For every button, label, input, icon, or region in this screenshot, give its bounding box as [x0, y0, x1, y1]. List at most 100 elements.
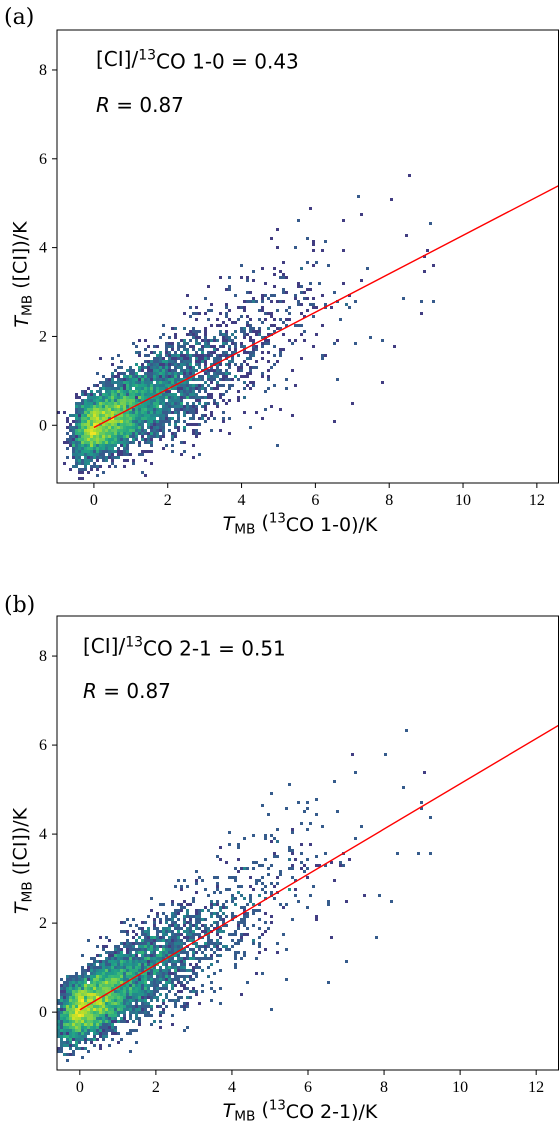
- x-tick-label: 8: [380, 1079, 388, 1096]
- density-bin: [243, 909, 246, 912]
- density-bin: [75, 420, 78, 423]
- density-bin: [216, 348, 219, 351]
- density-bin: [198, 876, 201, 879]
- density-bin: [153, 924, 156, 927]
- density-bin: [63, 1044, 66, 1047]
- density-bin: [135, 987, 138, 990]
- density-bin: [174, 432, 177, 435]
- x-axis-label: TMB (13CO 2-1)/K: [223, 1099, 378, 1125]
- density-bin: [177, 966, 180, 969]
- density-bin: [120, 1005, 123, 1008]
- density-bin: [243, 351, 246, 354]
- density-bin: [87, 429, 90, 432]
- density-bin: [195, 357, 198, 360]
- density-bin: [114, 993, 117, 996]
- density-bin: [60, 1026, 63, 1029]
- density-bin: [51, 1005, 54, 1008]
- density-bin: [129, 972, 132, 975]
- density-bin: [84, 1002, 87, 1005]
- density-bin: [306, 309, 309, 312]
- density-bin: [261, 351, 264, 354]
- density-bin: [108, 453, 111, 456]
- density-bin: [75, 984, 78, 987]
- density-bin: [234, 966, 237, 969]
- density-bin: [129, 393, 132, 396]
- density-bin: [138, 384, 141, 387]
- density-bin: [171, 987, 174, 990]
- density-bin: [201, 957, 204, 960]
- density-bin: [174, 381, 177, 384]
- density-bin: [102, 453, 105, 456]
- density-bin: [159, 945, 162, 948]
- density-bin: [171, 948, 174, 951]
- density-bin: [111, 411, 114, 414]
- density-bin: [126, 384, 129, 387]
- density-bin: [177, 426, 180, 429]
- density-bin: [249, 387, 252, 390]
- density-bin: [126, 1008, 129, 1011]
- density-bin: [153, 426, 156, 429]
- density-bin: [138, 423, 141, 426]
- density-bin: [144, 1014, 147, 1017]
- density-bin: [171, 369, 174, 372]
- density-bin: [132, 372, 135, 375]
- density-bin: [168, 420, 171, 423]
- density-bin: [195, 432, 198, 435]
- density-bin: [189, 384, 192, 387]
- density-bin: [150, 450, 153, 453]
- density-bin: [168, 366, 171, 369]
- density-bin: [243, 327, 246, 330]
- density-bin: [51, 1047, 54, 1050]
- density-bin: [201, 405, 204, 408]
- density-bin: [138, 381, 141, 384]
- density-bin: [150, 942, 153, 945]
- density-bin: [153, 942, 156, 945]
- density-bin: [75, 1020, 78, 1023]
- density-bin: [180, 378, 183, 381]
- density-bin: [75, 1005, 78, 1008]
- density-bin: [117, 957, 120, 960]
- density-bin: [270, 324, 273, 327]
- density-bin: [141, 963, 144, 966]
- density-bin: [195, 975, 198, 978]
- density-bin: [102, 441, 105, 444]
- density-bin: [132, 399, 135, 402]
- density-bin: [90, 957, 93, 960]
- density-bin: [219, 396, 222, 399]
- density-bin: [105, 1005, 108, 1008]
- density-bin: [189, 957, 192, 960]
- density-bin: [204, 396, 207, 399]
- density-bin: [315, 333, 318, 336]
- density-bin: [183, 414, 186, 417]
- density-bin: [87, 414, 90, 417]
- density-bin: [144, 945, 147, 948]
- density-bin: [219, 915, 222, 918]
- density-bin: [78, 477, 81, 480]
- density-bin: [120, 1038, 123, 1041]
- density-bin: [303, 291, 306, 294]
- density-bin: [129, 966, 132, 969]
- density-bin: [90, 1017, 93, 1020]
- density-bin: [174, 975, 177, 978]
- density-bin: [147, 402, 150, 405]
- density-bin: [159, 951, 162, 954]
- density-bin: [72, 429, 75, 432]
- density-bin: [129, 975, 132, 978]
- density-bin: [90, 1005, 93, 1008]
- density-bin: [219, 936, 222, 939]
- density-bin: [141, 438, 144, 441]
- density-bin: [183, 1002, 186, 1005]
- density-bin: [231, 360, 234, 363]
- density-bin: [141, 435, 144, 438]
- density-bin: [120, 381, 123, 384]
- density-bin: [129, 417, 132, 420]
- density-bin: [93, 1020, 96, 1023]
- density-bin: [147, 417, 150, 420]
- density-bin: [75, 417, 78, 420]
- density-bin: [138, 936, 141, 939]
- density-bin: [147, 381, 150, 384]
- density-bin: [294, 246, 297, 249]
- density-bin: [102, 438, 105, 441]
- density-bin: [429, 222, 432, 225]
- density-bin: [126, 447, 129, 450]
